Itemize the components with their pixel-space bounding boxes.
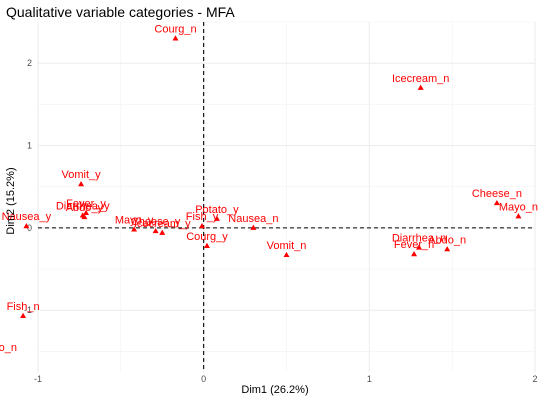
point-label: Cheese_y [131, 216, 181, 228]
point-marker [250, 224, 257, 230]
point-marker [23, 223, 30, 229]
point-labels: Courg_nIcecream_nVomit_yFever_yDiarrhea_… [0, 23, 538, 354]
point-marker [131, 226, 138, 232]
point-label: Nausea_y [2, 211, 52, 223]
point-marker [515, 213, 522, 219]
point-label: Fish_y [186, 211, 219, 223]
point-marker [493, 199, 500, 206]
point-marker [152, 227, 159, 234]
point-label: Fever_n [394, 239, 434, 251]
point-marker [411, 251, 418, 257]
point-label: Fish_n [7, 301, 40, 313]
point-label: Abdo_n [428, 234, 466, 246]
x-tick-label: 0 [201, 374, 206, 384]
point-marker [416, 244, 423, 250]
point-marker [213, 215, 220, 221]
point-marker [417, 84, 424, 90]
point-label: Nausea_n [228, 213, 278, 225]
point-label: Abdo_y [66, 202, 104, 214]
x-tick-label: 1 [367, 374, 372, 384]
point-marker [172, 35, 179, 41]
point-label: Icecream_y [134, 218, 191, 230]
point-marker [20, 312, 27, 318]
point-label: Diarrhea_y [56, 201, 110, 213]
points [20, 35, 522, 318]
point-label: Fever_y [66, 198, 106, 210]
tick-labels: -1 0 1 2 -1 0 1 2 [24, 58, 538, 384]
reference-lines [38, 22, 535, 372]
point-marker [203, 242, 210, 248]
y-axis-label: Dim2 (15.2%) [5, 167, 17, 234]
y-tick-label: 0 [27, 223, 32, 233]
point-label: Diarrhea_n [392, 233, 446, 245]
y-tick-label: -1 [24, 305, 32, 315]
point-marker [159, 229, 166, 235]
point-marker [83, 209, 90, 216]
point-label: Mayo_y [115, 215, 154, 227]
point-marker [283, 251, 290, 258]
point-marker [81, 213, 88, 220]
x-tick-label: -1 [34, 374, 42, 384]
point-label: Vomit_y [62, 169, 102, 181]
point-label: Potato_y [195, 204, 239, 216]
point-label: Vomit_n [267, 240, 307, 252]
point-label: Cheese_n [472, 188, 522, 200]
point-label: Potato_n [0, 342, 17, 354]
point-label: Courg_y [186, 231, 228, 243]
point-marker [444, 246, 451, 252]
point-label: Courg_n [154, 23, 196, 35]
point-label: Mayo_n [499, 201, 538, 213]
point-marker [78, 181, 85, 187]
point-label: Icecream_n [392, 73, 449, 85]
point-marker [199, 223, 206, 229]
y-tick-label: 2 [27, 58, 32, 68]
x-tick-label: 2 [532, 374, 537, 384]
y-tick-label: 1 [27, 141, 32, 151]
chart-title: Qualitative variable categories - MFA [6, 4, 235, 20]
x-axis-label: Dim1 (26.2%) [241, 384, 308, 396]
grid [37, 21, 536, 372]
